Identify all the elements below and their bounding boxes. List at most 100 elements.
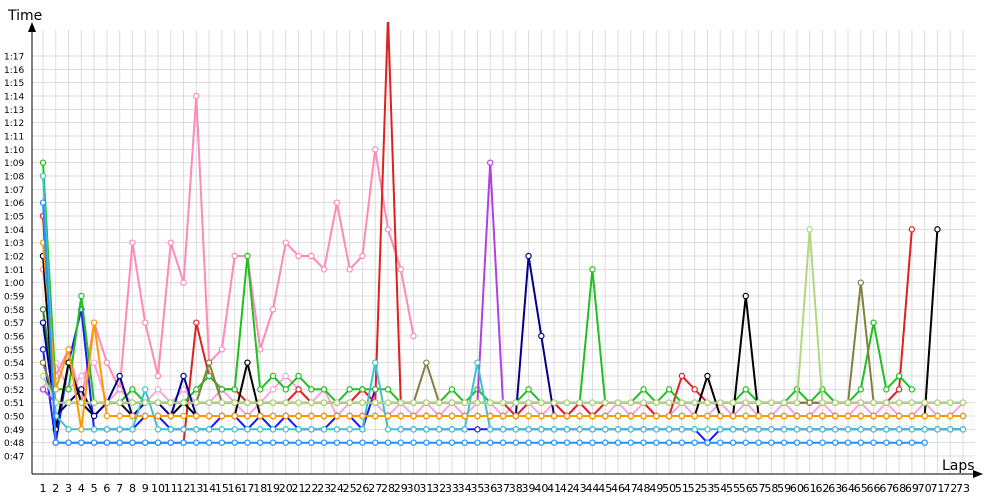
x-tick-label: 11 bbox=[164, 482, 178, 495]
data-point bbox=[589, 426, 596, 433]
data-point bbox=[39, 172, 47, 180]
data-point bbox=[282, 412, 289, 420]
data-point bbox=[346, 386, 353, 393]
data-point bbox=[653, 426, 660, 433]
data-point bbox=[244, 252, 251, 260]
data-point bbox=[384, 412, 392, 420]
data-point bbox=[154, 426, 162, 433]
data-point bbox=[129, 439, 136, 446]
data-point bbox=[39, 319, 47, 326]
data-point bbox=[627, 439, 634, 446]
data-point bbox=[180, 426, 187, 433]
data-point bbox=[448, 439, 456, 446]
data-point bbox=[218, 346, 226, 353]
data-point bbox=[78, 292, 85, 300]
data-point bbox=[857, 412, 864, 420]
data-point bbox=[895, 439, 903, 446]
data-point bbox=[39, 159, 47, 166]
data-point bbox=[257, 412, 264, 420]
y-tick-label: 0:49 bbox=[4, 426, 24, 436]
data-point bbox=[410, 332, 417, 340]
data-point bbox=[755, 412, 762, 420]
data-point bbox=[90, 399, 98, 406]
data-point bbox=[704, 412, 711, 420]
data-point bbox=[525, 426, 532, 433]
data-point bbox=[704, 399, 711, 406]
data-point bbox=[832, 399, 839, 406]
x-tick-label: 21 bbox=[292, 482, 306, 495]
data-point bbox=[793, 426, 801, 433]
data-point bbox=[780, 439, 788, 446]
data-point bbox=[308, 412, 315, 420]
data-point bbox=[806, 226, 813, 233]
data-point bbox=[39, 306, 47, 313]
data-point bbox=[947, 426, 954, 433]
data-point bbox=[665, 412, 673, 420]
data-point bbox=[359, 386, 366, 393]
data-point bbox=[844, 412, 852, 420]
data-point bbox=[742, 412, 749, 420]
data-point bbox=[448, 412, 456, 420]
data-point bbox=[538, 332, 545, 340]
data-point bbox=[384, 399, 392, 406]
data-point bbox=[65, 426, 72, 433]
data-point bbox=[563, 399, 571, 406]
data-point bbox=[742, 292, 749, 300]
data-point bbox=[640, 439, 647, 446]
series-11 bbox=[39, 172, 967, 433]
y-tick-label: 0:47 bbox=[4, 453, 24, 463]
x-tick-label: 37 bbox=[496, 482, 510, 495]
data-point bbox=[142, 412, 149, 420]
x-tick-label: 20 bbox=[279, 482, 293, 495]
data-point bbox=[717, 439, 724, 446]
x-tick-label: 30 bbox=[407, 482, 421, 495]
data-point bbox=[205, 399, 213, 406]
data-point bbox=[333, 426, 341, 433]
data-point bbox=[704, 372, 711, 380]
x-tick-label: 70 bbox=[918, 482, 932, 495]
data-point bbox=[832, 412, 839, 420]
data-point bbox=[895, 412, 903, 420]
data-point bbox=[563, 412, 571, 420]
x-tick-label: 43 bbox=[573, 482, 587, 495]
data-point bbox=[883, 426, 890, 433]
data-point bbox=[359, 412, 366, 420]
data-point bbox=[499, 426, 507, 433]
data-point bbox=[282, 372, 289, 380]
x-tick-label: 38 bbox=[509, 482, 523, 495]
data-point bbox=[282, 239, 289, 246]
data-point bbox=[205, 439, 213, 446]
x-tick-label: 15 bbox=[215, 482, 229, 495]
data-point bbox=[895, 372, 903, 380]
series-13 bbox=[39, 239, 967, 433]
data-point bbox=[487, 159, 494, 166]
data-point bbox=[959, 399, 967, 406]
data-point bbox=[512, 439, 519, 446]
y-tick-label: 1:06 bbox=[4, 199, 24, 209]
data-point bbox=[665, 386, 673, 393]
data-point bbox=[908, 426, 916, 433]
data-point bbox=[499, 412, 507, 420]
data-point bbox=[167, 426, 174, 433]
y-tick-label: 1:12 bbox=[4, 119, 24, 129]
data-point bbox=[653, 439, 660, 446]
x-tick-label: 41 bbox=[547, 482, 561, 495]
y-tick-label: 1:08 bbox=[4, 173, 24, 183]
data-point bbox=[78, 386, 85, 393]
data-point bbox=[665, 399, 673, 406]
data-point bbox=[602, 412, 609, 420]
x-tick-label: 58 bbox=[764, 482, 778, 495]
data-point bbox=[193, 386, 200, 393]
data-point bbox=[154, 399, 162, 406]
data-point bbox=[461, 412, 468, 420]
data-point bbox=[512, 412, 519, 420]
x-axis-title: Laps bbox=[942, 458, 975, 474]
data-point bbox=[691, 439, 698, 446]
data-point bbox=[768, 439, 775, 446]
data-point bbox=[870, 439, 877, 446]
data-point bbox=[65, 346, 72, 353]
data-point bbox=[908, 439, 916, 446]
data-point bbox=[742, 399, 749, 406]
data-point bbox=[691, 426, 698, 433]
data-point bbox=[397, 439, 404, 446]
